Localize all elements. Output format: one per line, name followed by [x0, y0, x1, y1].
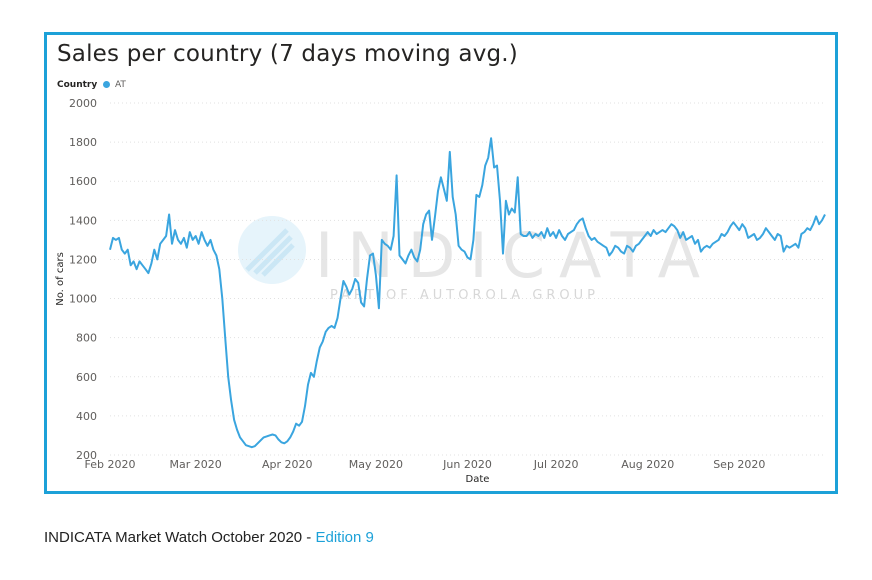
x-tick-label: Aug 2020: [621, 458, 674, 471]
y-tick-label: 1400: [69, 214, 97, 227]
legend-title: Country: [57, 80, 98, 90]
chart-frame: Sales per country (7 days moving avg.) C…: [44, 32, 838, 494]
edition-link[interactable]: Edition 9: [315, 529, 374, 546]
y-tick-label: 2000: [69, 97, 97, 110]
footer: INDICATA Market Watch October 2020 - Edi…: [44, 529, 374, 546]
legend: Country AT: [57, 80, 126, 90]
x-tick-label: May 2020: [349, 458, 403, 471]
x-tick-label: Jun 2020: [442, 458, 492, 471]
y-tick-label: 600: [76, 371, 97, 384]
x-tick-label: Jul 2020: [533, 458, 579, 471]
series-line-AT: [109, 137, 826, 449]
y-tick-label: 1800: [69, 136, 97, 149]
watermark-tagline: PART OF AUTOROLA GROUP: [330, 288, 599, 303]
x-tick-label: Feb 2020: [85, 458, 136, 471]
y-tick-label: 800: [76, 332, 97, 345]
legend-marker: [103, 81, 111, 88]
chart-title: Sales per country (7 days moving avg.): [57, 41, 518, 67]
watermark-logo-stripes: [245, 228, 295, 277]
x-tick-label: Mar 2020: [170, 458, 222, 471]
y-tick-label: 1200: [69, 253, 97, 266]
y-tick-label: 200: [76, 449, 97, 462]
x-tick-label: Sep 2020: [713, 458, 765, 471]
footer-text: INDICATA Market Watch October 2020 -: [44, 529, 316, 546]
watermark-logo-icon: [238, 216, 306, 284]
y-tick-label: 400: [76, 410, 97, 423]
y-tick-label: 1000: [69, 293, 97, 306]
legend-series-name: AT: [114, 80, 126, 90]
y-tick-label: 1600: [69, 175, 97, 188]
x-tick-label: Apr 2020: [262, 458, 313, 471]
y-axis-title: No. of cars: [55, 252, 66, 306]
x-axis-title: Date: [466, 474, 490, 485]
